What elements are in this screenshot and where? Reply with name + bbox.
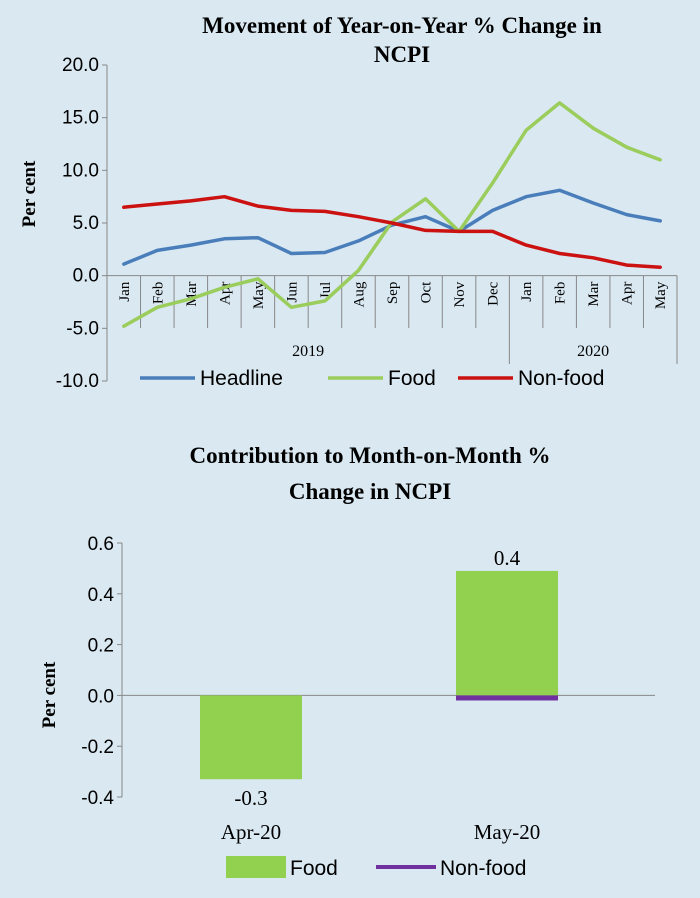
chart1-x-tick-label: Jan xyxy=(519,281,535,301)
chart1-series-line-headline xyxy=(122,188,662,266)
chart2-y-tick-label: 0.2 xyxy=(88,636,114,657)
chart1-legend-label: Headline xyxy=(200,367,283,390)
chart2-y-tick-label: 0.6 xyxy=(88,534,114,555)
chart1-x-tick-label: Oct xyxy=(419,281,435,303)
chart1-legend-label: Food xyxy=(388,367,436,390)
chart2-data-label: 0.4 xyxy=(494,546,521,570)
chart1-x-tick-label: Mar xyxy=(184,282,200,307)
chart1-x-tick-label: Apr xyxy=(620,282,636,305)
chart1-x-tick-label: May xyxy=(251,281,267,309)
chart1-series-line-non-food xyxy=(122,194,662,269)
chart1-x-tick-label: Feb xyxy=(150,282,166,305)
chart1-y-tick-label: 10.0 xyxy=(62,160,99,181)
chart2-title-line1: Contribution to Month-on-Month % xyxy=(189,443,550,468)
mom-bar-chart: Contribution to Month-on-Month % Change … xyxy=(39,443,655,880)
chart1-x-tick-label: Jan xyxy=(117,281,133,301)
chart2-legend-swatch xyxy=(226,856,286,878)
yoy-line-chart: Movement of Year-on-Year % Change in NCP… xyxy=(19,13,678,392)
chart1-y-tick-label: -10.0 xyxy=(56,371,99,392)
chart2-title-line2: Change in NCPI xyxy=(289,479,451,504)
chart1-x-tick-label: Nov xyxy=(452,281,468,307)
chart1-year-label: 2019 xyxy=(292,343,324,360)
chart2-data-label: -0.3 xyxy=(234,786,267,810)
chart2-legend-swatch xyxy=(376,865,436,869)
chart1-x-tick-label: Jun xyxy=(284,281,300,302)
chart2-y-tick-label: 0.0 xyxy=(88,686,114,707)
chart2-y-axis-label: Per cent xyxy=(39,661,60,728)
chart1-x-tick-label: Mar xyxy=(586,282,602,307)
chart1-x-tick-label: Feb xyxy=(553,282,569,305)
chart2-bar-food xyxy=(200,695,302,780)
chart2-x-tick-label: May-20 xyxy=(474,820,541,844)
chart1-y-tick-label: 5.0 xyxy=(73,213,99,234)
chart1-x-tick-label: Dec xyxy=(486,281,502,305)
chart1-y-tick-label: 15.0 xyxy=(62,108,99,129)
chart2-bar-nonfood xyxy=(456,695,558,701)
chart1-y-tick-label: 20.0 xyxy=(62,55,99,76)
chart2-y-tick-label: 0.4 xyxy=(88,585,115,606)
chart1-x-tick-label: Sep xyxy=(385,282,401,305)
chart2-bar-food xyxy=(456,570,558,696)
chart1-y-tick-label: -5.0 xyxy=(66,318,99,339)
chart2-legend-label: Food xyxy=(290,857,338,880)
chart1-legend-label: Non-food xyxy=(518,367,604,390)
chart2-y-tick-label: -0.2 xyxy=(81,737,114,758)
chart2-legend-label: Non-food xyxy=(440,857,526,880)
chart1-year-label: 2020 xyxy=(577,343,609,360)
chart2-y-tick-label: -0.4 xyxy=(81,788,114,809)
chart1-title-line2: NCPI xyxy=(374,42,430,67)
chart1-title-line1: Movement of Year-on-Year % Change in xyxy=(202,13,602,38)
chart1-y-tick-label: 0.0 xyxy=(73,266,99,287)
chart1-x-tick-label: May xyxy=(653,281,669,309)
chart1-x-tick-label: Aug xyxy=(351,281,367,307)
chart1-y-axis-label: Per cent xyxy=(19,160,40,227)
chart2-x-tick-label: Apr-20 xyxy=(221,820,281,844)
